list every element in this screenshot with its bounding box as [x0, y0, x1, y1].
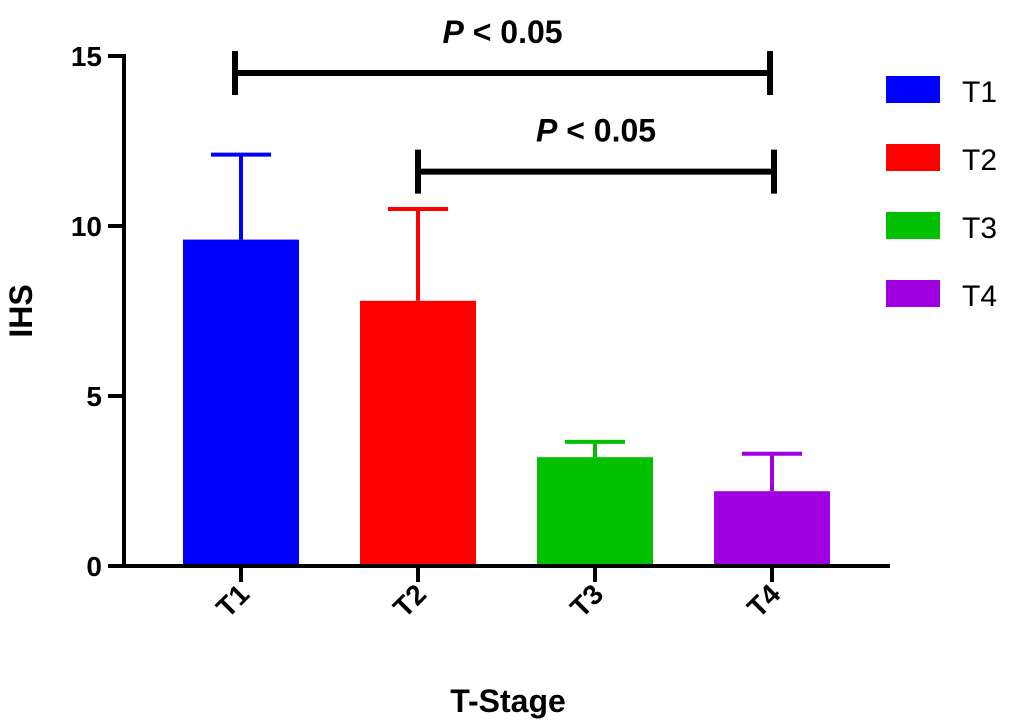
y-tick-label: 10: [71, 211, 102, 242]
legend-label: T1: [962, 76, 997, 109]
significance-annotations: P < 0.05 P < 0.05: [232, 14, 777, 194]
legend-item-t2: T2: [886, 144, 997, 177]
y-axis-title: IHS: [3, 284, 39, 337]
bar-t4: [714, 491, 830, 566]
y-ticks: 0 5 10 15: [71, 41, 124, 582]
significance-bracket: P < 0.05: [415, 113, 777, 194]
bar-t2: [360, 300, 476, 566]
x-tick-label: T3: [564, 578, 609, 623]
legend-item-t1: T1: [886, 76, 997, 109]
bars-layer: [183, 239, 830, 566]
legend-swatch: [886, 212, 940, 239]
x-ticks: T1 T2 T3 T4: [210, 566, 787, 623]
y-tick-label: 5: [86, 381, 102, 412]
x-tick-label: T4: [741, 578, 786, 623]
bar-t1: [183, 239, 299, 566]
error-bars-layer: [211, 152, 802, 492]
legend-swatch: [886, 144, 940, 171]
x-axis-title: T-Stage: [450, 683, 566, 719]
legend-item-t3: T3: [886, 212, 997, 245]
significance-bracket: P < 0.05: [232, 14, 773, 95]
legend: T1 T2 T3 T4: [886, 76, 997, 313]
legend-item-t4: T4: [886, 280, 997, 313]
y-tick-label: 15: [71, 41, 102, 72]
p-value-label: P < 0.05: [536, 113, 656, 149]
p-value-label: P < 0.05: [442, 14, 562, 50]
legend-swatch: [886, 76, 940, 103]
legend-swatch: [886, 280, 940, 307]
legend-label: T4: [962, 280, 997, 313]
legend-label: T2: [962, 144, 997, 177]
x-tick-label: T2: [387, 578, 432, 623]
legend-label: T3: [962, 212, 997, 245]
x-tick-label: T1: [210, 578, 255, 623]
bar-t3: [537, 457, 653, 566]
y-tick-label: 0: [86, 551, 102, 582]
